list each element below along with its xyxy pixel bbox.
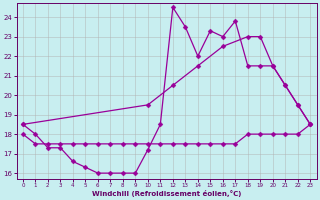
X-axis label: Windchill (Refroidissement éolien,°C): Windchill (Refroidissement éolien,°C) bbox=[92, 190, 241, 197]
